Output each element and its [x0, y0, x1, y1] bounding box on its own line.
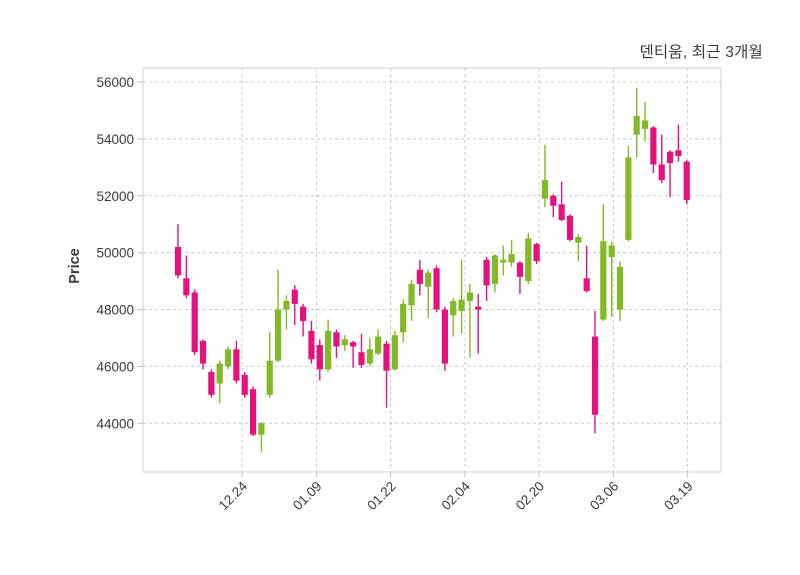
- candle-body: [658, 164, 665, 181]
- candle-body: [425, 272, 432, 287]
- candle-body: [208, 372, 215, 395]
- candle-body: [575, 237, 582, 243]
- y-tick-label: 50000: [96, 246, 134, 261]
- candle-body: [516, 262, 524, 277]
- x-tick-label: 03.19: [661, 479, 696, 514]
- y-tick-label: 54000: [96, 132, 134, 147]
- y-tick-label: 56000: [96, 75, 134, 90]
- candle-body: [400, 303, 407, 333]
- candle-body: [408, 283, 415, 306]
- candle-body: [433, 268, 440, 310]
- candle-body: [458, 299, 465, 311]
- y-axis-label: Price: [67, 248, 83, 283]
- candle-body: [591, 336, 599, 415]
- candle-body: [641, 120, 649, 129]
- candle-body: [358, 352, 365, 365]
- candle-body: [466, 292, 473, 302]
- candle-body: [666, 151, 674, 164]
- candle-body: [483, 259, 490, 286]
- candle-body: [375, 336, 382, 354]
- candle-body: [291, 289, 298, 304]
- candle-body: [633, 116, 640, 135]
- candle-body: [308, 330, 315, 360]
- candle-body: [675, 150, 682, 156]
- candle-body: [625, 157, 632, 240]
- chart-title: 덴티움, 최근 3개월: [639, 44, 763, 61]
- plot-area: [142, 67, 722, 473]
- x-tick-label: 12.24: [216, 478, 251, 513]
- y-tick-label: 44000: [96, 416, 134, 431]
- candle-body: [258, 423, 265, 435]
- candle-body: [441, 309, 448, 364]
- candle-body: [416, 269, 423, 284]
- candle-body: [199, 340, 207, 364]
- candle-body: [450, 301, 457, 316]
- candle-body: [233, 349, 240, 381]
- candle-body: [191, 292, 198, 353]
- candle-body: [508, 254, 515, 263]
- candle-body: [249, 389, 257, 435]
- candle-body: [541, 180, 549, 199]
- candle-body: [224, 349, 232, 367]
- candle-body: [266, 360, 273, 395]
- candle-body: [583, 278, 590, 292]
- candle-body: [274, 309, 282, 361]
- candle-body: [558, 204, 565, 220]
- x-tick-label: 02.20: [513, 479, 548, 514]
- candle-body: [341, 339, 348, 346]
- x-tick-label: 01.09: [290, 479, 325, 514]
- candle-body: [183, 278, 190, 296]
- candle-body: [241, 374, 248, 395]
- candle-body: [316, 345, 323, 370]
- candle-body: [350, 342, 357, 347]
- candle-body: [300, 306, 307, 321]
- candle-body: [550, 195, 557, 206]
- y-tick-label: 48000: [96, 303, 134, 318]
- candle-body: [383, 343, 390, 371]
- candle-body: [333, 332, 340, 347]
- candle-body: [616, 266, 624, 310]
- candle-body: [608, 245, 615, 257]
- candle-body: [283, 301, 290, 310]
- candle-body: [174, 246, 182, 276]
- x-tick-label: 01.22: [364, 479, 399, 514]
- candle-body: [525, 238, 532, 282]
- candle-body: [475, 306, 482, 310]
- candle-body: [566, 215, 574, 240]
- candle-body: [216, 363, 223, 384]
- x-tick-label: 03.06: [587, 479, 622, 514]
- candle-body: [366, 349, 373, 364]
- y-tick-label: 52000: [96, 189, 134, 204]
- candle-body: [491, 255, 499, 284]
- candle-body: [650, 127, 657, 165]
- candle-body: [500, 259, 507, 263]
- candle-body: [325, 330, 332, 370]
- candle-body: [533, 244, 540, 262]
- x-tick-label: 02.04: [439, 478, 474, 513]
- y-tick-label: 46000: [96, 359, 134, 374]
- candle-body: [683, 161, 690, 201]
- candle-body: [600, 241, 607, 320]
- candle-body: [391, 335, 398, 370]
